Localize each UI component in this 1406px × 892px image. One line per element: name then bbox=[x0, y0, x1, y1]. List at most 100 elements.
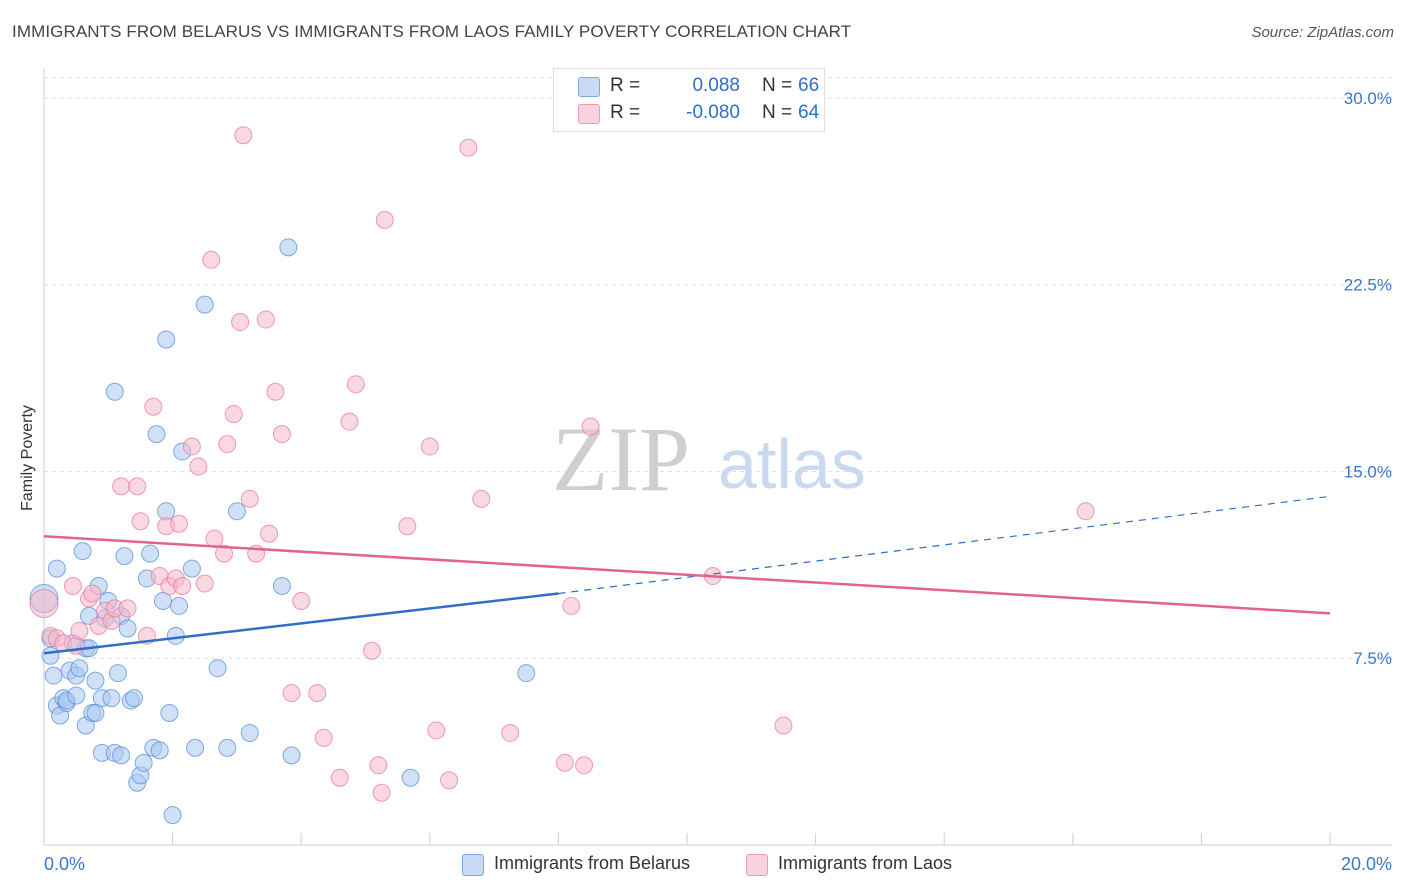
data-point bbox=[112, 746, 131, 765]
data-point bbox=[256, 310, 275, 329]
data-point bbox=[420, 437, 439, 456]
legend-swatch-belarus bbox=[462, 854, 484, 876]
data-point bbox=[501, 723, 520, 742]
r-label: R = bbox=[610, 102, 641, 123]
data-point bbox=[240, 489, 259, 508]
data-point bbox=[272, 577, 291, 596]
data-point bbox=[774, 716, 793, 735]
data-point bbox=[163, 806, 182, 825]
data-point bbox=[330, 768, 349, 787]
data-point bbox=[108, 664, 127, 683]
data-point bbox=[1076, 502, 1095, 521]
data-point bbox=[581, 417, 600, 436]
data-point bbox=[260, 524, 279, 543]
data-point bbox=[282, 746, 301, 765]
data-point bbox=[115, 547, 134, 566]
data-point bbox=[224, 405, 243, 424]
data-point bbox=[67, 686, 86, 705]
legend-swatch-laos bbox=[746, 854, 768, 876]
data-point bbox=[182, 559, 201, 578]
trendline-belarus-dashed bbox=[558, 495, 1331, 595]
data-point bbox=[375, 210, 394, 229]
data-point bbox=[308, 684, 327, 703]
data-point bbox=[153, 591, 172, 610]
data-point bbox=[372, 783, 391, 802]
data-point bbox=[401, 768, 420, 787]
data-point bbox=[472, 489, 491, 508]
r-value: -0.080 bbox=[686, 102, 740, 123]
laos-points bbox=[29, 126, 1095, 802]
data-point bbox=[128, 477, 147, 496]
data-point bbox=[86, 704, 105, 723]
legend-label-laos: Immigrants from Laos bbox=[778, 853, 953, 873]
data-point bbox=[218, 435, 237, 454]
axes bbox=[43, 68, 1392, 846]
data-point bbox=[182, 437, 201, 456]
data-point bbox=[166, 626, 185, 645]
data-point bbox=[105, 382, 124, 401]
data-point bbox=[131, 512, 150, 531]
trendline-belarus-solid bbox=[43, 592, 559, 655]
data-point bbox=[118, 619, 137, 638]
r-value: 0.088 bbox=[692, 75, 740, 96]
y-tick-label: 30.0% bbox=[1344, 89, 1392, 108]
data-point bbox=[346, 375, 365, 394]
x-tick-label: 0.0% bbox=[44, 854, 85, 874]
trendline-laos bbox=[43, 534, 1331, 615]
n-value: 66 bbox=[798, 75, 820, 96]
data-point bbox=[314, 728, 333, 747]
data-point bbox=[231, 313, 250, 332]
belarus-points bbox=[29, 238, 536, 825]
data-point bbox=[102, 689, 121, 708]
trend-lines bbox=[43, 495, 1331, 655]
data-point bbox=[73, 542, 92, 561]
data-point bbox=[340, 412, 359, 431]
data-point bbox=[369, 756, 388, 775]
chart-title: IMMIGRANTS FROM BELARUS VS IMMIGRANTS FR… bbox=[12, 22, 852, 41]
data-point bbox=[195, 295, 214, 314]
data-point bbox=[141, 544, 160, 563]
data-point bbox=[440, 771, 459, 790]
data-point bbox=[41, 646, 60, 665]
data-point bbox=[118, 599, 137, 618]
data-point bbox=[272, 425, 291, 444]
data-point bbox=[173, 577, 192, 596]
data-point bbox=[160, 704, 179, 723]
data-point bbox=[240, 723, 259, 742]
data-point bbox=[125, 689, 144, 708]
laos-swatch bbox=[578, 104, 600, 124]
data-point bbox=[562, 596, 581, 615]
data-point bbox=[63, 577, 82, 596]
data-point bbox=[555, 753, 574, 772]
data-point bbox=[517, 664, 536, 683]
data-point bbox=[150, 741, 169, 760]
x-tick-label: 20.0% bbox=[1341, 854, 1392, 874]
data-point bbox=[86, 671, 105, 690]
data-point bbox=[186, 738, 205, 757]
data-point bbox=[70, 621, 89, 640]
belarus-swatch bbox=[578, 77, 600, 97]
y-tick-label: 7.5% bbox=[1353, 649, 1392, 668]
x-tick-labels: 0.0% 20.0% bbox=[44, 854, 1392, 874]
legend-label-belarus: Immigrants from Belarus bbox=[494, 853, 691, 873]
data-point bbox=[147, 425, 166, 444]
data-point bbox=[170, 514, 189, 533]
data-point bbox=[29, 588, 59, 618]
data-point bbox=[144, 397, 163, 416]
r-label: R = bbox=[610, 75, 641, 96]
data-point bbox=[202, 250, 221, 269]
watermark: ZIP atlas bbox=[552, 408, 866, 510]
data-point bbox=[44, 666, 63, 685]
data-point bbox=[575, 756, 594, 775]
data-point bbox=[227, 502, 246, 521]
data-point bbox=[292, 591, 311, 610]
data-point bbox=[83, 584, 102, 603]
y-tick-label: 22.5% bbox=[1344, 276, 1392, 295]
watermark-zip: ZIP bbox=[552, 408, 690, 510]
data-point bbox=[398, 517, 417, 536]
data-point bbox=[266, 382, 285, 401]
source-credit: Source: ZipAtlas.com bbox=[1251, 24, 1394, 41]
data-point bbox=[157, 330, 176, 349]
data-point bbox=[282, 684, 301, 703]
